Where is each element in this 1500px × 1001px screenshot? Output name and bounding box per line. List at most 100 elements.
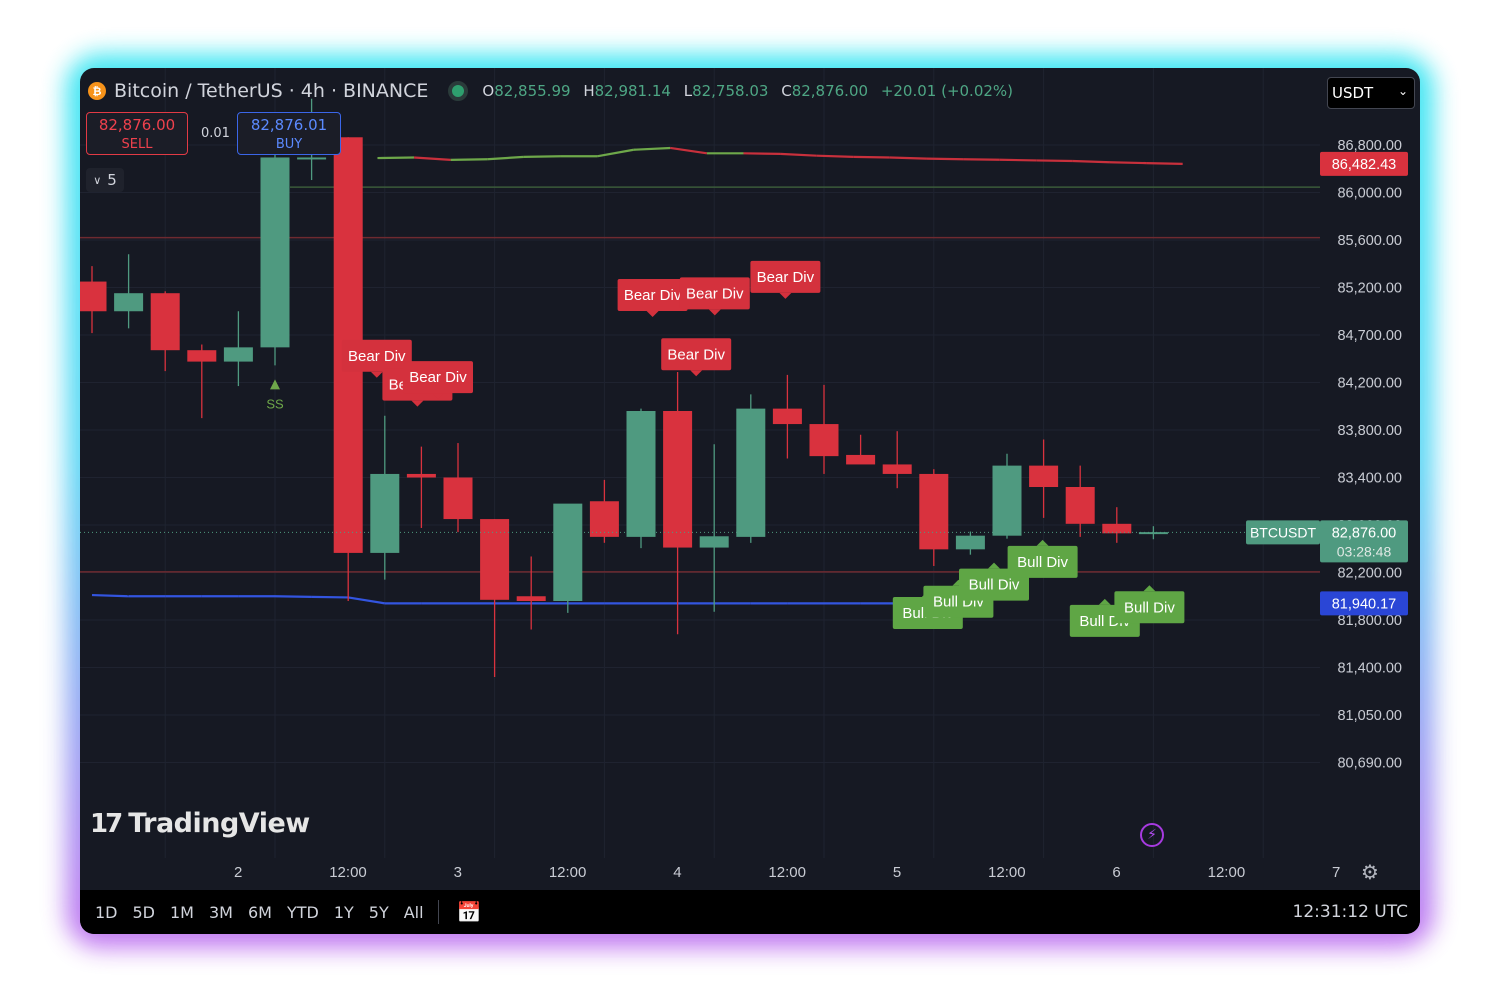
range-ytd[interactable]: YTD bbox=[286, 902, 319, 922]
candle-body[interactable] bbox=[736, 408, 766, 537]
candle-body[interactable] bbox=[370, 473, 400, 553]
label-pointer bbox=[779, 292, 792, 299]
symbol-header[interactable]: ₿ Bitcoin / TetherUS · 4h · BINANCE O 82,… bbox=[88, 78, 1013, 104]
currency-select[interactable]: USDT ⌄ bbox=[1327, 77, 1415, 109]
candle-body[interactable] bbox=[297, 157, 327, 160]
range-1m[interactable]: 1M bbox=[170, 902, 194, 922]
range-1d[interactable]: 1D bbox=[95, 902, 118, 922]
candle-body[interactable] bbox=[516, 596, 546, 601]
upper-band-line bbox=[743, 152, 781, 156]
label-pointer bbox=[370, 371, 383, 378]
price-axis-tick: 84,700.00 bbox=[1337, 328, 1402, 344]
open-label: O bbox=[482, 82, 495, 100]
label-pointer bbox=[646, 311, 659, 318]
range-5d[interactable]: 5D bbox=[132, 902, 156, 922]
candle-body[interactable] bbox=[187, 350, 217, 362]
indicators-toggle[interactable]: ∨ 5 bbox=[86, 168, 124, 192]
candle-body[interactable] bbox=[406, 473, 436, 478]
candle-body[interactable] bbox=[846, 454, 876, 465]
chart-window[interactable]: SS Bear Div Bear Div Bear Div Bear Div Bear D… bbox=[80, 68, 1420, 934]
divergence-label-text: Bear Div bbox=[757, 269, 815, 286]
buy-button[interactable]: 82,876.01 BUY bbox=[237, 112, 341, 155]
label-pointer bbox=[432, 393, 444, 400]
lower-band-line bbox=[311, 595, 349, 599]
candle-body[interactable] bbox=[626, 411, 656, 537]
candle-body[interactable] bbox=[1138, 532, 1168, 535]
range-1y[interactable]: 1Y bbox=[333, 902, 354, 922]
bottom-toolbar: 1D 5D 1M 3M 6M YTD 1Y 5Y All 📅 12:31:12 … bbox=[80, 890, 1420, 934]
price-axis-tick: 85,600.00 bbox=[1337, 233, 1402, 249]
candle-body[interactable] bbox=[809, 424, 839, 457]
label-pointer bbox=[988, 562, 1000, 569]
symbol-title[interactable]: Bitcoin / TetherUS · 4h · BINANCE bbox=[114, 80, 429, 102]
candle-body[interactable] bbox=[480, 519, 510, 600]
tradingview-logo[interactable]: 17 TradingView bbox=[90, 808, 310, 839]
divergence-label[interactable] bbox=[341, 339, 412, 372]
candle-body[interactable] bbox=[1102, 523, 1132, 534]
price-axis-badge bbox=[1320, 151, 1408, 176]
candle-body[interactable] bbox=[1065, 487, 1095, 524]
candle-body[interactable] bbox=[699, 536, 729, 548]
time-axis-tick: 7 bbox=[1332, 864, 1340, 881]
upper-band-line bbox=[1146, 162, 1183, 165]
lower-band-line bbox=[91, 593, 129, 598]
goto-date-icon[interactable]: 📅 bbox=[456, 900, 482, 924]
divergence-label-text: Bull Div bbox=[1124, 599, 1175, 616]
divergence-label[interactable] bbox=[679, 277, 750, 310]
sell-label: SELL bbox=[121, 137, 153, 152]
time-axis-tick: 12:00 bbox=[1208, 864, 1246, 881]
candle-body[interactable] bbox=[589, 501, 619, 537]
sell-button[interactable]: 82,876.00 SELL bbox=[86, 112, 188, 155]
lower-band-line bbox=[274, 595, 312, 598]
time-axis-tick: 12:00 bbox=[549, 864, 587, 881]
settings-gear-icon[interactable]: ⚙ bbox=[1361, 860, 1379, 884]
divergence-label-text: Bear Div bbox=[624, 287, 682, 304]
label-pointer bbox=[1036, 539, 1049, 546]
toolbar-divider bbox=[437, 900, 439, 924]
upper-band-line bbox=[670, 146, 708, 155]
candle-body[interactable] bbox=[772, 408, 802, 425]
chevron-down-icon: ⌄ bbox=[1397, 84, 1408, 98]
divergence-label-text: Bear Div bbox=[686, 285, 744, 302]
signal-label: SS bbox=[266, 396, 284, 411]
divergence-label[interactable] bbox=[403, 361, 473, 394]
candle-body[interactable] bbox=[882, 464, 912, 474]
upper-band-line bbox=[450, 158, 488, 161]
candle-body[interactable] bbox=[992, 465, 1022, 536]
candle-body[interactable] bbox=[150, 293, 180, 351]
candle-body[interactable] bbox=[919, 473, 949, 550]
upper-band-line bbox=[414, 156, 451, 161]
divergence-label[interactable] bbox=[1007, 545, 1078, 578]
candle-body[interactable] bbox=[553, 503, 583, 601]
candle-body[interactable] bbox=[223, 347, 253, 362]
indicator-count: 5 bbox=[107, 171, 117, 189]
divergence-label[interactable] bbox=[617, 279, 688, 312]
divergence-label[interactable] bbox=[750, 260, 821, 293]
candle-body[interactable] bbox=[1029, 465, 1059, 487]
range-6m[interactable]: 6M bbox=[247, 902, 272, 922]
range-all[interactable]: All bbox=[403, 902, 424, 922]
candle-body[interactable] bbox=[80, 281, 107, 312]
time-axis-tick: 12:00 bbox=[988, 864, 1026, 881]
candle-body[interactable] bbox=[955, 535, 985, 550]
high-value: 82,981.14 bbox=[594, 82, 671, 100]
candle-body[interactable] bbox=[443, 477, 473, 520]
candle-body[interactable] bbox=[260, 157, 290, 348]
range-5y[interactable]: 5Y bbox=[368, 902, 389, 922]
upper-band-line bbox=[633, 146, 671, 151]
range-3m[interactable]: 3M bbox=[208, 902, 233, 922]
chevron-down-icon: ∨ bbox=[93, 173, 102, 187]
current-price-text: 82,876.00 bbox=[1332, 525, 1397, 541]
candle-body[interactable] bbox=[663, 411, 693, 548]
divergence-label-text: Bull Div bbox=[1017, 554, 1068, 571]
lightning-icon[interactable]: ⚡ bbox=[1140, 823, 1164, 847]
bitcoin-icon: ₿ bbox=[88, 82, 106, 100]
price-axis-tick: 82,200.00 bbox=[1337, 566, 1402, 582]
price-axis-tick: 81,400.00 bbox=[1337, 661, 1402, 677]
utc-clock[interactable]: 12:31:12 UTC bbox=[1292, 902, 1408, 922]
candle-body[interactable] bbox=[114, 293, 144, 312]
divergence-label[interactable] bbox=[1114, 591, 1185, 624]
divergence-label[interactable] bbox=[661, 338, 732, 371]
price-axis-badge-text: 81,940.17 bbox=[1332, 596, 1397, 612]
